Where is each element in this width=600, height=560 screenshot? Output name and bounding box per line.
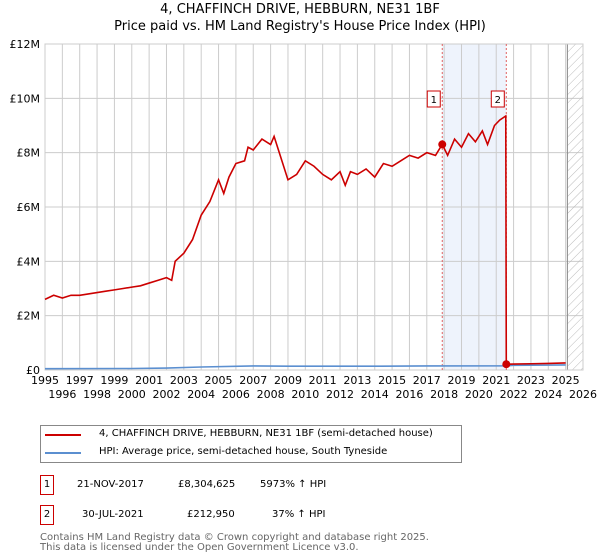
x-tick-label: 1997: [66, 374, 94, 387]
footer-licence: This data is licensed under the Open Gov…: [40, 542, 359, 553]
y-tick-label: £12M: [10, 38, 41, 51]
property-price-line: [44, 114, 566, 366]
forecast-hatch: [567, 44, 583, 370]
x-tick-label: 2010: [291, 388, 319, 401]
transaction-marker: 2: [40, 505, 54, 525]
legend: 4, CHAFFINCH DRIVE, HEBBURN, NE31 1BF (s…: [40, 425, 462, 463]
x-tick-label: 2022: [500, 388, 528, 401]
x-tick-label: 2013: [343, 374, 371, 387]
x-tick-label: 2007: [239, 374, 267, 387]
y-tick-label: £6M: [17, 201, 41, 214]
transaction-marker: 1: [40, 475, 54, 495]
legend-item-property: 4, CHAFFINCH DRIVE, HEBBURN, NE31 1BF (s…: [41, 426, 461, 444]
sale-label: 2: [495, 95, 501, 106]
y-tick-label: £0: [26, 364, 40, 377]
x-tick-label: 2018: [430, 388, 458, 401]
x-tick-label: 2008: [257, 388, 285, 401]
x-tick-label: 2001: [135, 374, 163, 387]
transaction-price: £8,304,625: [178, 479, 236, 490]
x-tick-label: 1998: [83, 388, 111, 401]
transaction-hpi: 37% ↑ HPI: [272, 509, 326, 520]
chart-subtitle: Price paid vs. HM Land Registry's House …: [114, 19, 486, 34]
x-tick-label: 1995: [31, 374, 59, 387]
y-tick-label: £2M: [17, 310, 41, 323]
footer-copyright: Contains HM Land Registry data © Crown c…: [40, 532, 429, 543]
legend-label-property: 4, CHAFFINCH DRIVE, HEBBURN, NE31 1BF (s…: [99, 428, 433, 439]
transaction-price: £212,950: [187, 509, 235, 520]
sale-label: 1: [431, 95, 437, 106]
legend-label-hpi: HPI: Average price, semi-detached house,…: [99, 446, 388, 457]
x-tick-label: 2000: [118, 388, 146, 401]
sale-label-box: [490, 90, 505, 108]
x-tick-label: 2015: [378, 374, 406, 387]
x-tick-label: 2014: [361, 388, 389, 401]
x-tick-label: 2021: [482, 374, 510, 387]
sale-label-box: [426, 90, 441, 108]
x-tick-label: 2011: [309, 374, 337, 387]
x-tick-label: 2017: [413, 374, 441, 387]
x-tick-label: 2020: [465, 388, 493, 401]
chart-title: 4, CHAFFINCH DRIVE, HEBBURN, NE31 1BF: [160, 2, 440, 17]
sale-point: [502, 360, 511, 369]
legend-line-property: [45, 434, 81, 436]
legend-item-hpi: HPI: Average price, semi-detached house,…: [41, 444, 461, 462]
transaction-date: 30-JUL-2021: [82, 509, 144, 520]
x-tick-label: 2006: [222, 388, 250, 401]
x-tick-label: 1996: [48, 388, 76, 401]
price-chart: 1995199619971998199920002001200220032004…: [10, 38, 598, 401]
x-tick-label: 2026: [569, 388, 597, 401]
transaction-row: 2 30-JUL-2021 £212,950 37% ↑ HPI: [40, 505, 440, 525]
x-tick-label: 2025: [552, 374, 580, 387]
legend-line-hpi: [45, 452, 81, 454]
sale-point: [438, 140, 447, 149]
y-tick-label: £8M: [17, 147, 41, 160]
x-tick-label: 2023: [517, 374, 545, 387]
x-tick-label: 1999: [100, 374, 128, 387]
transaction-hpi: 5973% ↑ HPI: [260, 479, 327, 490]
x-tick-label: 2005: [205, 374, 233, 387]
x-tick-label: 2004: [187, 388, 215, 401]
transaction-row: 1 21-NOV-2017 £8,304,625 5973% ↑ HPI: [40, 475, 440, 495]
transaction-date: 21-NOV-2017: [77, 479, 144, 490]
x-tick-label: 2009: [274, 374, 302, 387]
x-tick-label: 2003: [170, 374, 198, 387]
y-tick-label: £10M: [10, 92, 41, 105]
x-tick-label: 2016: [395, 388, 423, 401]
x-tick-label: 2012: [326, 388, 354, 401]
y-tick-label: £4M: [17, 255, 41, 268]
x-tick-label: 2024: [534, 388, 562, 401]
x-tick-label: 2002: [152, 388, 180, 401]
x-tick-label: 2019: [448, 374, 476, 387]
plot-frame: [44, 43, 584, 371]
